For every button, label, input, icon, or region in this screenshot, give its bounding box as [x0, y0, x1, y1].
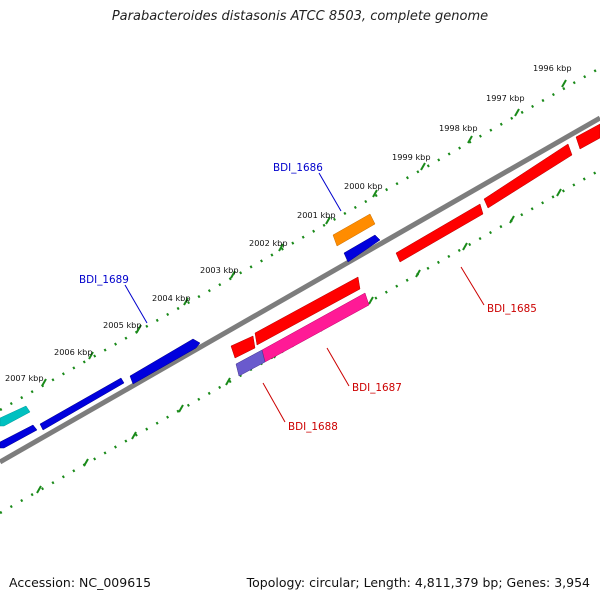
gene-bdi-1688[interactable]	[235, 349, 266, 377]
kbp-label: 1997 kbp	[486, 93, 525, 103]
outer-scale-track	[0, 66, 600, 412]
gene-red-edge[interactable]	[575, 123, 600, 150]
kbp-label: 1996 kbp	[533, 63, 572, 73]
kbp-label: 1999 kbp	[392, 152, 431, 162]
gene-label-bdi-1685[interactable]: BDI_1685	[487, 303, 537, 315]
page-title: Parabacteroides distasonis ATCC 8503, co…	[111, 9, 489, 24]
accession-label: Accession: NC_009615	[9, 575, 152, 590]
forward-genes	[0, 213, 381, 449]
gene-blue-left[interactable]	[39, 377, 125, 431]
callout-lines	[124, 172, 485, 423]
gene-bdi-1685[interactable]	[395, 203, 484, 263]
genome-summary: Topology: circular; Length: 4,811,379 bp…	[246, 575, 590, 590]
kbp-label: 1998 kbp	[439, 123, 478, 133]
kbp-label: 2006 kbp	[54, 347, 93, 357]
kbp-label: 2001 kbp	[297, 210, 336, 220]
gene-bdi-1689[interactable]	[129, 338, 201, 385]
gene-label-bdi-1687[interactable]: BDI_1687	[352, 382, 402, 394]
gene-blue-small[interactable]	[0, 424, 38, 449]
reverse-genes	[230, 123, 600, 377]
gene-cyan[interactable]	[0, 405, 31, 427]
kbp-label: 2000 kbp	[344, 181, 383, 191]
gene-red-upper[interactable]	[254, 276, 361, 346]
gene-red-small[interactable]	[230, 335, 256, 359]
kbp-label: 2002 kbp	[249, 238, 288, 248]
gene-blue-small-2[interactable]	[343, 234, 381, 263]
kbp-labels: 1996 kbp 1997 kbp 1998 kbp 1999 kbp 2000…	[5, 63, 572, 383]
gene-label-bdi-1688[interactable]: BDI_1688	[288, 421, 338, 433]
kbp-label: 2004 kbp	[152, 293, 191, 303]
kbp-label: 2007 kbp	[5, 373, 44, 383]
gene-bdi-1686[interactable]	[332, 213, 376, 247]
kbp-label: 2005 kbp	[103, 320, 142, 330]
gene-red-right[interactable]	[483, 143, 573, 209]
gene-label-bdi-1689[interactable]: BDI_1689	[79, 274, 129, 286]
genome-backbone	[0, 115, 600, 465]
gene-label-bdi-1686[interactable]: BDI_1686	[273, 162, 323, 174]
kbp-label: 2003 kbp	[200, 265, 239, 275]
